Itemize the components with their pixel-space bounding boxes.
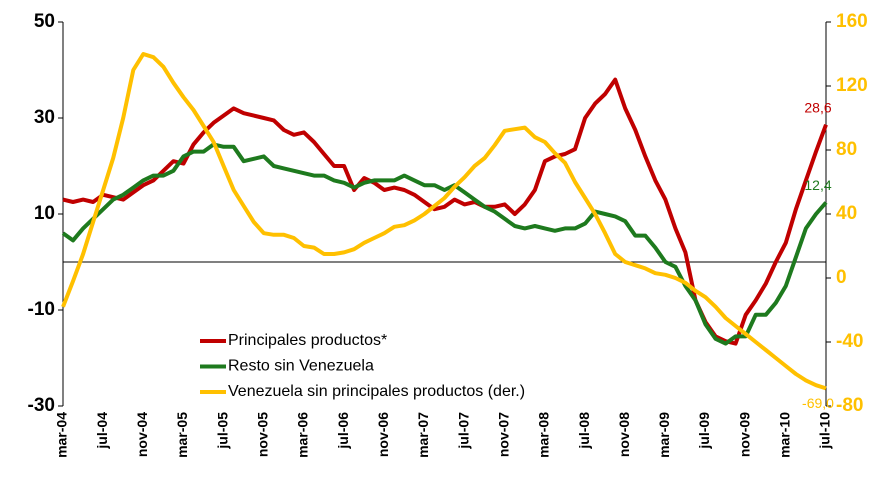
y2-tick-label: 40	[836, 203, 857, 224]
x-tick-label: mar-10	[777, 412, 793, 458]
y2-tick-label: 120	[836, 75, 868, 96]
x-tick-label: nov-05	[254, 412, 270, 457]
x-tick-label: nov-07	[495, 412, 511, 457]
y-tick-label: 50	[34, 11, 55, 32]
x-tick-label: mar-04	[54, 412, 70, 458]
x-tick-label: jul-04	[94, 412, 110, 450]
y-tick-label: 30	[34, 107, 55, 128]
x-tick-label: mar-09	[656, 412, 672, 458]
x-tick-label: jul-06	[335, 412, 351, 450]
x-tick-label: nov-08	[616, 412, 632, 457]
series-line	[61, 142, 828, 346]
x-tick-label: mar-07	[415, 412, 431, 458]
x-tick-label: nov-06	[375, 412, 391, 457]
value-label: -69,0	[802, 395, 834, 411]
y-tick-label: -30	[28, 395, 55, 416]
x-tick-label: jul-07	[455, 412, 471, 450]
x-tick-label: nov-04	[134, 412, 150, 457]
y-tick-label: 10	[34, 203, 55, 224]
x-tick-label: mar-06	[295, 412, 311, 458]
x-tick-label: mar-08	[536, 412, 552, 458]
legend-label: Principales productos*	[228, 332, 387, 349]
y2-tick-label: 80	[836, 139, 857, 160]
x-tick-label: nov-09	[736, 412, 752, 457]
series-line	[61, 52, 827, 391]
value-label: 12,4	[804, 177, 831, 193]
x-tick-label: jul-10	[817, 412, 833, 450]
x-tick-label: jul-05	[214, 412, 230, 450]
y-tick-label: -10	[28, 299, 55, 320]
y2-tick-label: -80	[836, 395, 863, 416]
legend-label: Venezuela sin principales productos (der…	[228, 383, 525, 400]
value-label: 28,6	[804, 99, 831, 115]
y2-tick-label: 0	[836, 267, 847, 288]
x-tick-label: jul-09	[696, 412, 712, 450]
y2-tick-label: -40	[836, 331, 863, 352]
x-tick-label: jul-08	[576, 412, 592, 450]
legend-label: Resto sin Venezuela	[228, 358, 374, 375]
x-tick-label: mar-05	[174, 412, 190, 458]
y2-tick-label: 160	[836, 11, 868, 32]
